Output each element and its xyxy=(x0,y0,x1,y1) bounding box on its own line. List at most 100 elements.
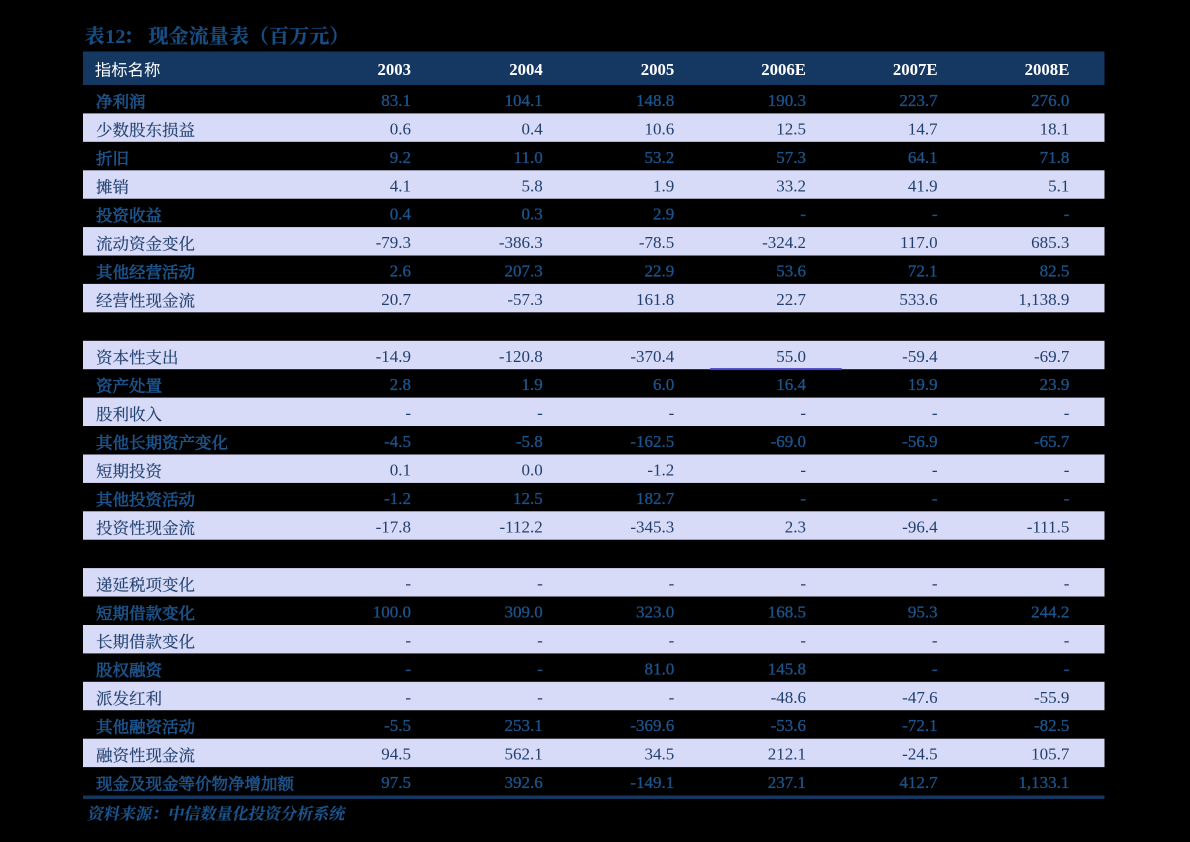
svg-text:100.0: 100.0 xyxy=(373,603,411,622)
svg-text:12.5: 12.5 xyxy=(776,119,806,138)
svg-text:685.3: 685.3 xyxy=(1031,233,1069,252)
svg-text:-69.7: -69.7 xyxy=(1034,347,1070,366)
svg-text:0.4: 0.4 xyxy=(522,119,544,138)
svg-text:5.8: 5.8 xyxy=(522,176,543,195)
svg-text:168.5: 168.5 xyxy=(768,603,806,622)
svg-text:-: - xyxy=(537,574,543,593)
svg-text:244.2: 244.2 xyxy=(1031,603,1069,622)
svg-text:161.8: 161.8 xyxy=(636,290,674,309)
svg-text:1.9: 1.9 xyxy=(653,176,674,195)
svg-text:-72.1: -72.1 xyxy=(902,716,937,735)
svg-text:-: - xyxy=(405,631,411,650)
svg-text:105.7: 105.7 xyxy=(1031,745,1070,764)
svg-text:2003: 2003 xyxy=(377,60,411,79)
svg-text:83.1: 83.1 xyxy=(381,91,411,110)
svg-text:412.7: 412.7 xyxy=(899,773,938,792)
svg-text:5.1: 5.1 xyxy=(1048,176,1069,195)
svg-text:-: - xyxy=(1064,574,1070,593)
svg-text:253.1: 253.1 xyxy=(505,716,543,735)
svg-text:-57.3: -57.3 xyxy=(507,290,542,309)
svg-text:53.2: 53.2 xyxy=(645,148,675,167)
svg-text:20.7: 20.7 xyxy=(381,290,411,309)
svg-text:-: - xyxy=(1064,659,1070,678)
svg-text:18.1: 18.1 xyxy=(1040,119,1070,138)
svg-text:-: - xyxy=(1064,404,1070,423)
svg-text:-345.3: -345.3 xyxy=(630,517,674,536)
svg-text:-: - xyxy=(669,404,675,423)
svg-text:-79.3: -79.3 xyxy=(376,233,411,252)
svg-text:207.3: 207.3 xyxy=(505,262,543,281)
svg-text:392.6: 392.6 xyxy=(505,773,543,792)
svg-text:-: - xyxy=(932,631,938,650)
svg-text:562.1: 562.1 xyxy=(505,745,543,764)
svg-text:-112.2: -112.2 xyxy=(500,517,543,536)
svg-text:190.3: 190.3 xyxy=(768,91,806,110)
svg-text:-: - xyxy=(932,489,938,508)
svg-text:-24.5: -24.5 xyxy=(902,745,937,764)
svg-text:2007E: 2007E xyxy=(893,60,938,79)
svg-text:82.5: 82.5 xyxy=(1040,262,1070,281)
svg-text:1,133.1: 1,133.1 xyxy=(1018,773,1069,792)
svg-text:-5.8: -5.8 xyxy=(516,432,543,451)
svg-text:-: - xyxy=(932,404,938,423)
svg-text:97.5: 97.5 xyxy=(381,773,411,792)
svg-text:-149.1: -149.1 xyxy=(630,773,674,792)
svg-text:72.1: 72.1 xyxy=(908,262,938,281)
svg-text:-: - xyxy=(405,404,411,423)
svg-text:-65.7: -65.7 xyxy=(1034,432,1070,451)
svg-text:12.5: 12.5 xyxy=(513,489,543,508)
svg-text:4.1: 4.1 xyxy=(390,176,411,195)
svg-text:-1.2: -1.2 xyxy=(384,489,411,508)
svg-text:19.9: 19.9 xyxy=(908,375,938,394)
svg-text:10.6: 10.6 xyxy=(645,119,675,138)
svg-text:12: 12 xyxy=(105,26,126,48)
svg-text:6.0: 6.0 xyxy=(653,375,674,394)
svg-text:-: - xyxy=(537,631,543,650)
svg-text:94.5: 94.5 xyxy=(381,745,411,764)
svg-text:9.2: 9.2 xyxy=(390,148,411,167)
svg-text:2.9: 2.9 xyxy=(653,205,674,224)
svg-text:-56.9: -56.9 xyxy=(902,432,937,451)
svg-text:-: - xyxy=(1064,205,1070,224)
svg-text:-: - xyxy=(405,574,411,593)
svg-text:117.0: 117.0 xyxy=(900,233,938,252)
svg-text:-369.6: -369.6 xyxy=(630,716,674,735)
svg-text:323.0: 323.0 xyxy=(636,603,674,622)
svg-text:-: - xyxy=(800,205,806,224)
svg-text:-: - xyxy=(932,659,938,678)
svg-text:-: - xyxy=(669,688,675,707)
svg-text:-: - xyxy=(1064,461,1070,480)
svg-text:-: - xyxy=(800,574,806,593)
svg-text:-: - xyxy=(537,404,543,423)
svg-text:55.0: 55.0 xyxy=(776,347,806,366)
svg-text:-69.0: -69.0 xyxy=(771,432,806,451)
svg-text:-96.4: -96.4 xyxy=(902,517,938,536)
svg-text:33.2: 33.2 xyxy=(776,176,806,195)
svg-text:-55.9: -55.9 xyxy=(1034,688,1069,707)
svg-text:-: - xyxy=(800,461,806,480)
svg-text:-120.8: -120.8 xyxy=(499,347,543,366)
svg-text:-78.5: -78.5 xyxy=(639,233,674,252)
svg-text:34.5: 34.5 xyxy=(645,745,675,764)
svg-text:212.1: 212.1 xyxy=(768,745,806,764)
svg-text:22.7: 22.7 xyxy=(776,290,806,309)
svg-text:53.6: 53.6 xyxy=(776,262,806,281)
svg-text:148.8: 148.8 xyxy=(636,91,674,110)
svg-text:-: - xyxy=(669,631,675,650)
svg-text:41.9: 41.9 xyxy=(908,176,938,195)
svg-text:145.8: 145.8 xyxy=(768,659,806,678)
svg-text:1.9: 1.9 xyxy=(522,375,543,394)
svg-text:104.1: 104.1 xyxy=(505,91,543,110)
svg-text:2.8: 2.8 xyxy=(390,375,411,394)
svg-text:-: - xyxy=(800,631,806,650)
svg-text:-5.5: -5.5 xyxy=(384,716,411,735)
svg-text:-111.5: -111.5 xyxy=(1027,517,1070,536)
svg-text:-53.6: -53.6 xyxy=(771,716,806,735)
svg-text:23.9: 23.9 xyxy=(1040,375,1070,394)
svg-text:533.6: 533.6 xyxy=(899,290,937,309)
svg-text:-370.4: -370.4 xyxy=(630,347,674,366)
svg-text:64.1: 64.1 xyxy=(908,148,938,167)
svg-text:-48.6: -48.6 xyxy=(771,688,806,707)
svg-text:-47.6: -47.6 xyxy=(902,688,937,707)
svg-text:-: - xyxy=(669,574,675,593)
